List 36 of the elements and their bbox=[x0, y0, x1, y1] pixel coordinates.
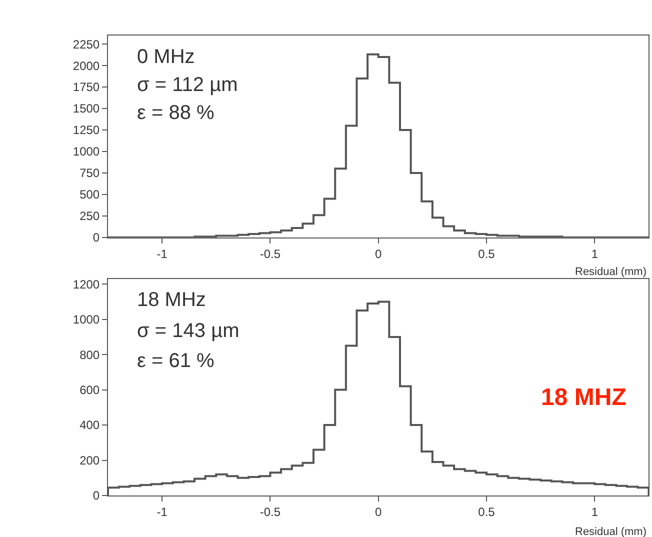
x-tick-label: 0.5 bbox=[478, 504, 496, 519]
y-tick-label: 1000 bbox=[72, 312, 100, 327]
x-tick-label: 1 bbox=[591, 246, 598, 261]
y-tick-label: 2000 bbox=[72, 58, 100, 73]
x-tick-label: 0 bbox=[375, 504, 382, 519]
y-tick-label: 500 bbox=[80, 188, 100, 202]
annotation: ε = 88 % bbox=[137, 102, 215, 124]
x-tick-label: -0.5 bbox=[260, 504, 281, 519]
annotation: ε = 61 % bbox=[137, 350, 215, 372]
x-tick-label: 0.5 bbox=[478, 246, 496, 261]
annotation: σ = 143 µm bbox=[137, 320, 240, 342]
y-tick-label: 2250 bbox=[72, 37, 100, 52]
y-tick-label: 1750 bbox=[72, 80, 100, 94]
y-tick-label: 600 bbox=[80, 383, 100, 397]
x-axis-title: Residual (mm) bbox=[575, 526, 647, 537]
y-tick-label: 1500 bbox=[72, 102, 100, 116]
y-tick-label: 800 bbox=[80, 348, 100, 362]
y-tick-label: 1250 bbox=[72, 123, 100, 138]
x-tick-label: 0 bbox=[375, 246, 382, 261]
y-tick-label: 0 bbox=[92, 488, 100, 503]
annotation: σ = 112 µm bbox=[137, 74, 238, 96]
annotation: 18 MHz bbox=[137, 289, 206, 311]
x-tick-label: -1 bbox=[156, 504, 168, 519]
x-axis-title: Residual (mm) bbox=[575, 266, 647, 278]
y-tick-label: 250 bbox=[80, 209, 100, 224]
y-tick-label: 0 bbox=[92, 230, 100, 245]
y-tick-label: 1000 bbox=[72, 144, 100, 159]
y-tick-label: 400 bbox=[80, 418, 100, 432]
y-tick-label: 750 bbox=[80, 166, 100, 180]
y-tick-label: 1200 bbox=[72, 277, 100, 292]
x-tick-label: -0.5 bbox=[260, 246, 281, 261]
y-tick-label: 200 bbox=[80, 453, 100, 468]
x-tick-label: 1 bbox=[591, 504, 598, 519]
x-tick-label: -1 bbox=[156, 246, 168, 261]
annotation: 18 MHZ bbox=[541, 384, 626, 411]
annotation: 0 MHz bbox=[137, 46, 195, 68]
